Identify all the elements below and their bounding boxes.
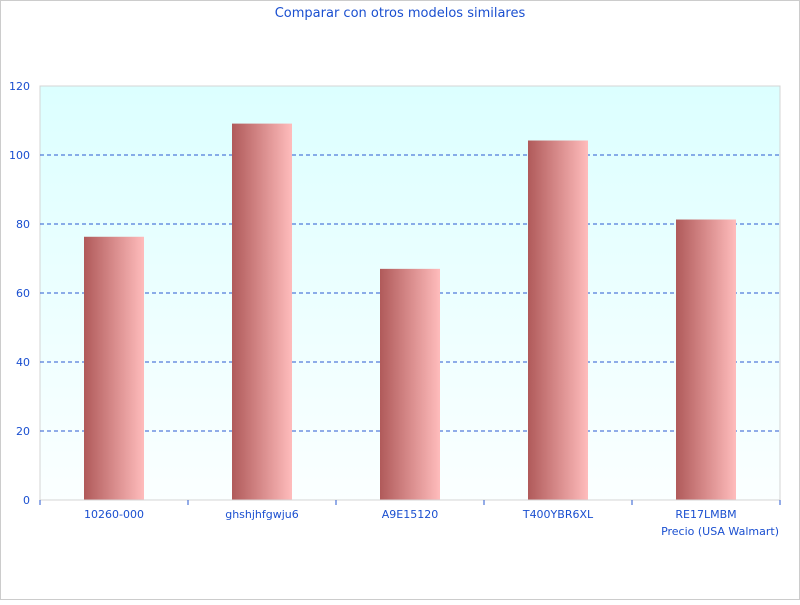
- bar-ghshjhfgwju6: [232, 123, 292, 500]
- y-tick-label: 40: [16, 356, 30, 369]
- bar-10260-000: [84, 236, 144, 500]
- x-axis-label: Precio (USA Walmart): [661, 525, 779, 538]
- x-tick-label: T400YBR6XL: [522, 508, 594, 521]
- y-tick-label: 80: [16, 218, 30, 231]
- x-tick-label: 10260-000: [84, 508, 144, 521]
- y-tick-label: 120: [9, 80, 30, 93]
- bar-A9E15120: [380, 268, 440, 500]
- x-tick-label: ghshjhfgwju6: [225, 508, 299, 521]
- y-tick-label: 20: [16, 425, 30, 438]
- y-tick-label: 0: [23, 494, 30, 507]
- y-tick-label: 60: [16, 287, 30, 300]
- y-tick-label: 100: [9, 149, 30, 162]
- chart-title: Comparar con otros modelos similares: [275, 6, 526, 21]
- bar-RE17LMBM: [676, 219, 736, 500]
- x-tick-label: RE17LMBM: [675, 508, 736, 521]
- x-tick-label: A9E15120: [382, 508, 438, 521]
- bar-T400YBR6XL: [528, 140, 588, 500]
